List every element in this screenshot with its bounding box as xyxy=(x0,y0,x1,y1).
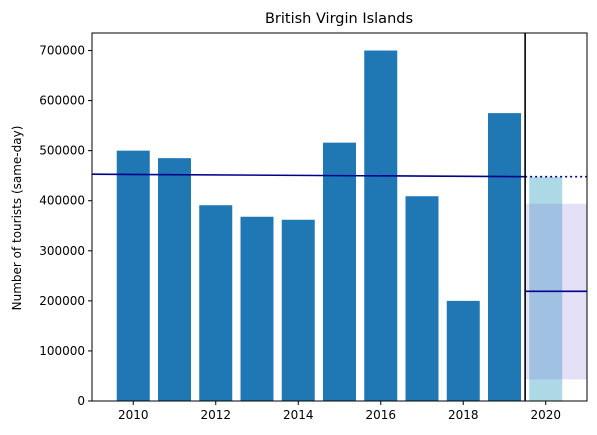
x-tick-label-2018: 2018 xyxy=(448,408,479,422)
y-tick-label-700000: 700000 xyxy=(39,44,85,58)
trend-line xyxy=(91,173,526,178)
forecast-bar-2020 xyxy=(529,177,563,401)
x-tick-label-2012: 2012 xyxy=(200,408,231,422)
bar-2011 xyxy=(158,158,191,401)
chart-title: British Virgin Islands xyxy=(265,11,413,27)
bar-2017 xyxy=(405,196,439,401)
x-tick-label-2016: 2016 xyxy=(365,408,396,422)
y-axis-label: Number of tourists (same-day) xyxy=(10,126,24,311)
x-tick-label-2014: 2014 xyxy=(283,408,314,422)
bar-2013 xyxy=(240,216,274,401)
bar-2010 xyxy=(116,150,150,401)
y-tick-label-500000: 500000 xyxy=(39,144,85,158)
y-tick-label-400000: 400000 xyxy=(39,194,85,208)
y-tick-label-600000: 600000 xyxy=(39,94,85,108)
axes: 2010 2012 2014 2016 2018 2020 0 100000 200000 300… xyxy=(39,32,588,422)
bar-2012 xyxy=(199,205,233,401)
bar-2014 xyxy=(281,219,315,401)
y-tick-label-0: 0 xyxy=(77,394,85,408)
bar-2019 xyxy=(488,113,521,402)
plot-frame xyxy=(91,32,588,402)
y-tick-label-100000: 100000 xyxy=(39,344,85,358)
bar-2015 xyxy=(323,142,356,401)
bar-2016 xyxy=(364,50,398,402)
plot-area xyxy=(91,33,587,402)
bar-2018 xyxy=(446,300,480,401)
x-tick-label-2020: 2020 xyxy=(530,408,561,422)
y-tick-label-200000: 200000 xyxy=(39,294,85,308)
y-tick-label-300000: 300000 xyxy=(39,244,85,258)
x-tick-label-2010: 2010 xyxy=(118,408,149,422)
